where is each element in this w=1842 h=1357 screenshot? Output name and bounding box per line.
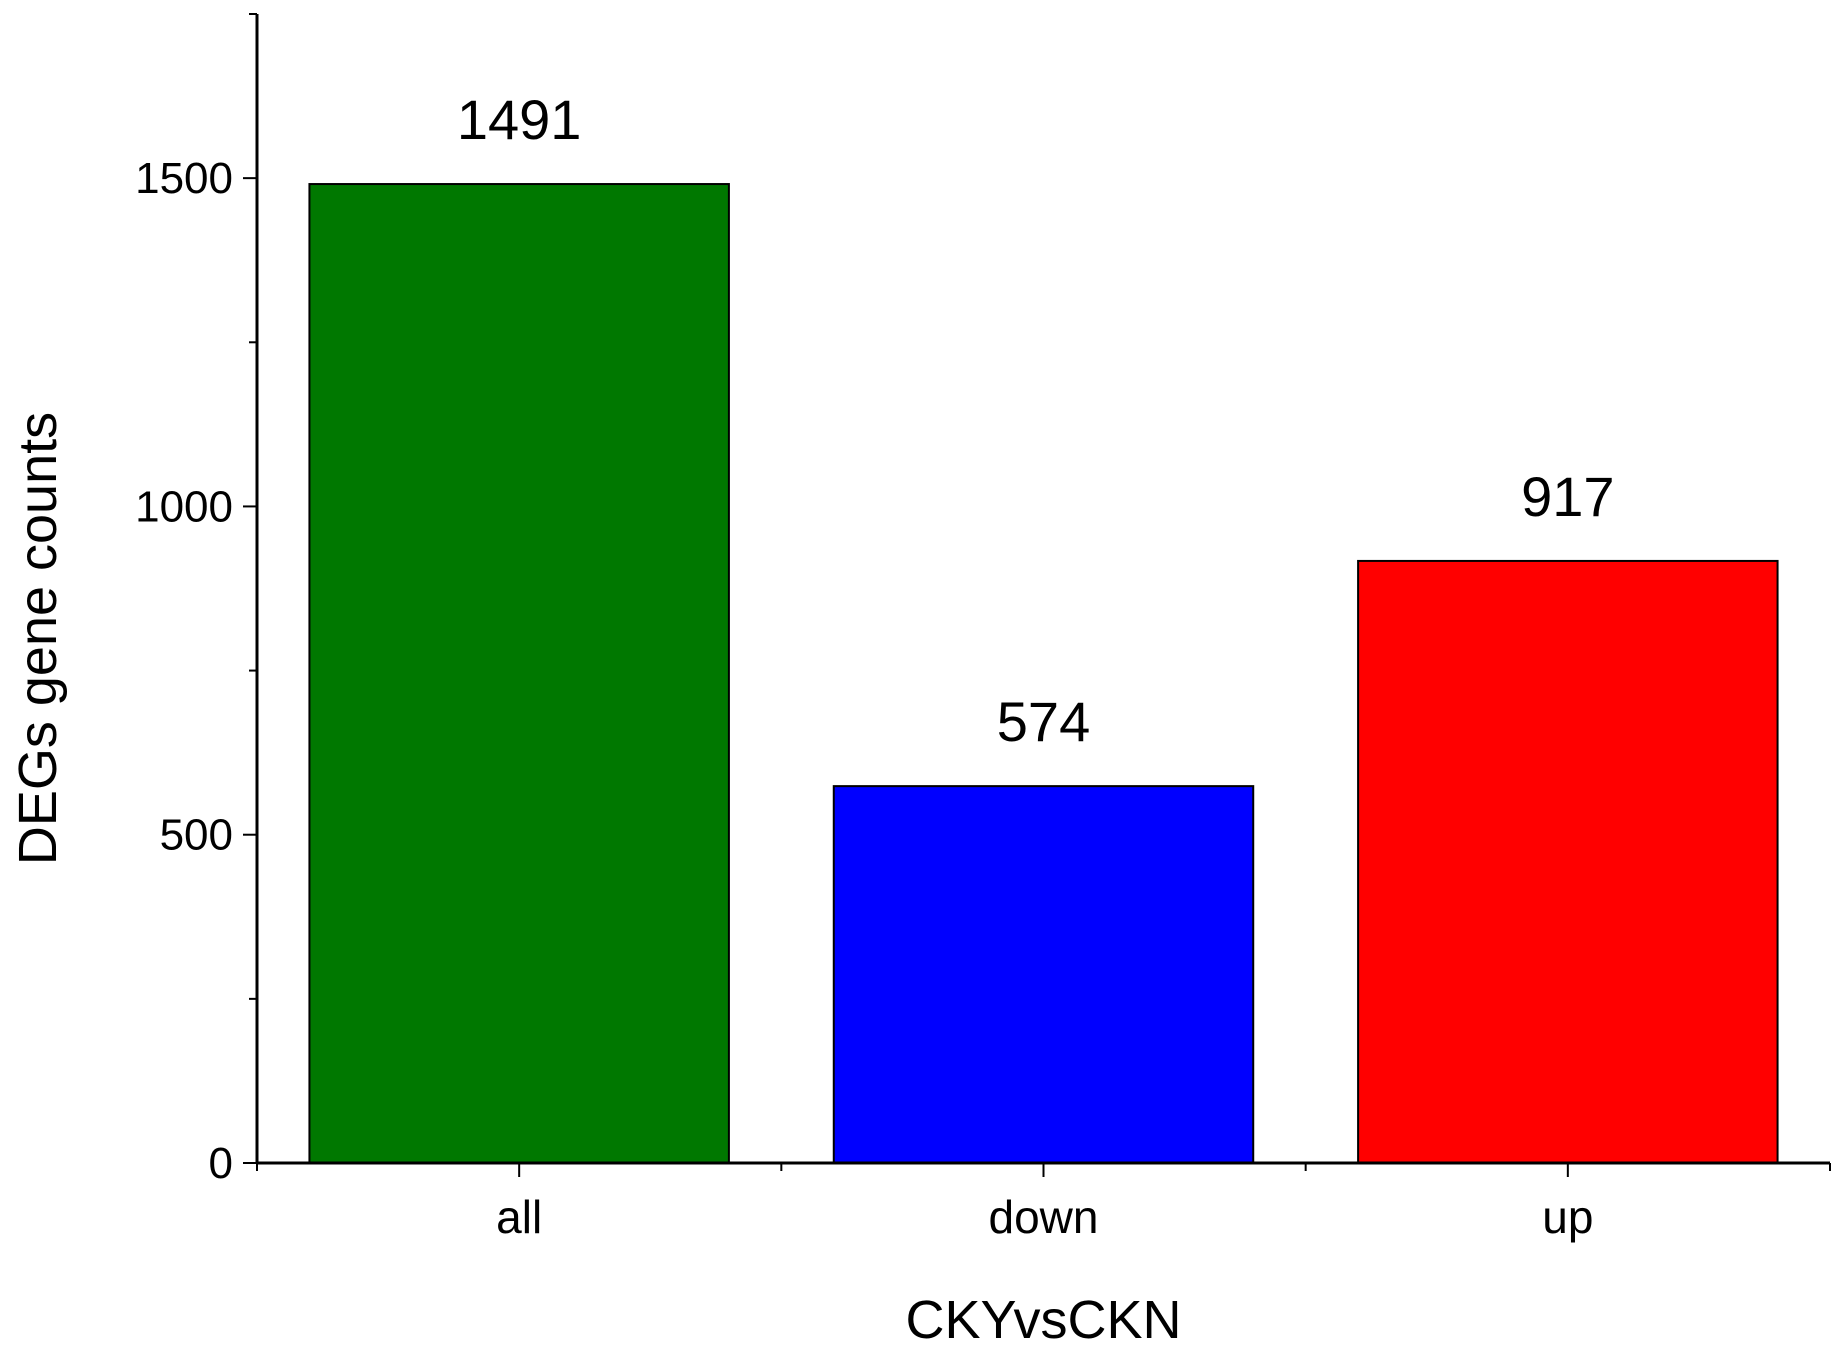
y-tick-label: 1500 (135, 154, 233, 203)
y-tick-label: 1000 (135, 482, 233, 531)
x-axis-title: CKYvsCKN (905, 1290, 1181, 1350)
y-axis-title: DEGs gene counts (8, 412, 68, 865)
data-label-down: 574 (997, 690, 1090, 753)
bar-down (832, 785, 1255, 1164)
bar-all (308, 183, 730, 1164)
data-label-all: 1491 (457, 88, 582, 151)
x-tick-label-all: all (496, 1191, 542, 1243)
x-tick-label-up: up (1542, 1191, 1593, 1243)
data-label-up: 917 (1521, 465, 1614, 528)
x-tick-label-down: down (989, 1191, 1099, 1243)
bar-up (1357, 559, 1779, 1164)
labels-layer: 1491 all 574 down 917 up 0 500 1000 1500 (135, 88, 1614, 1243)
y-tick-label: 0 (209, 1139, 233, 1188)
y-tick-label: 500 (160, 811, 233, 860)
axes-layer (243, 13, 1831, 1177)
bars-layer (308, 183, 1779, 1164)
